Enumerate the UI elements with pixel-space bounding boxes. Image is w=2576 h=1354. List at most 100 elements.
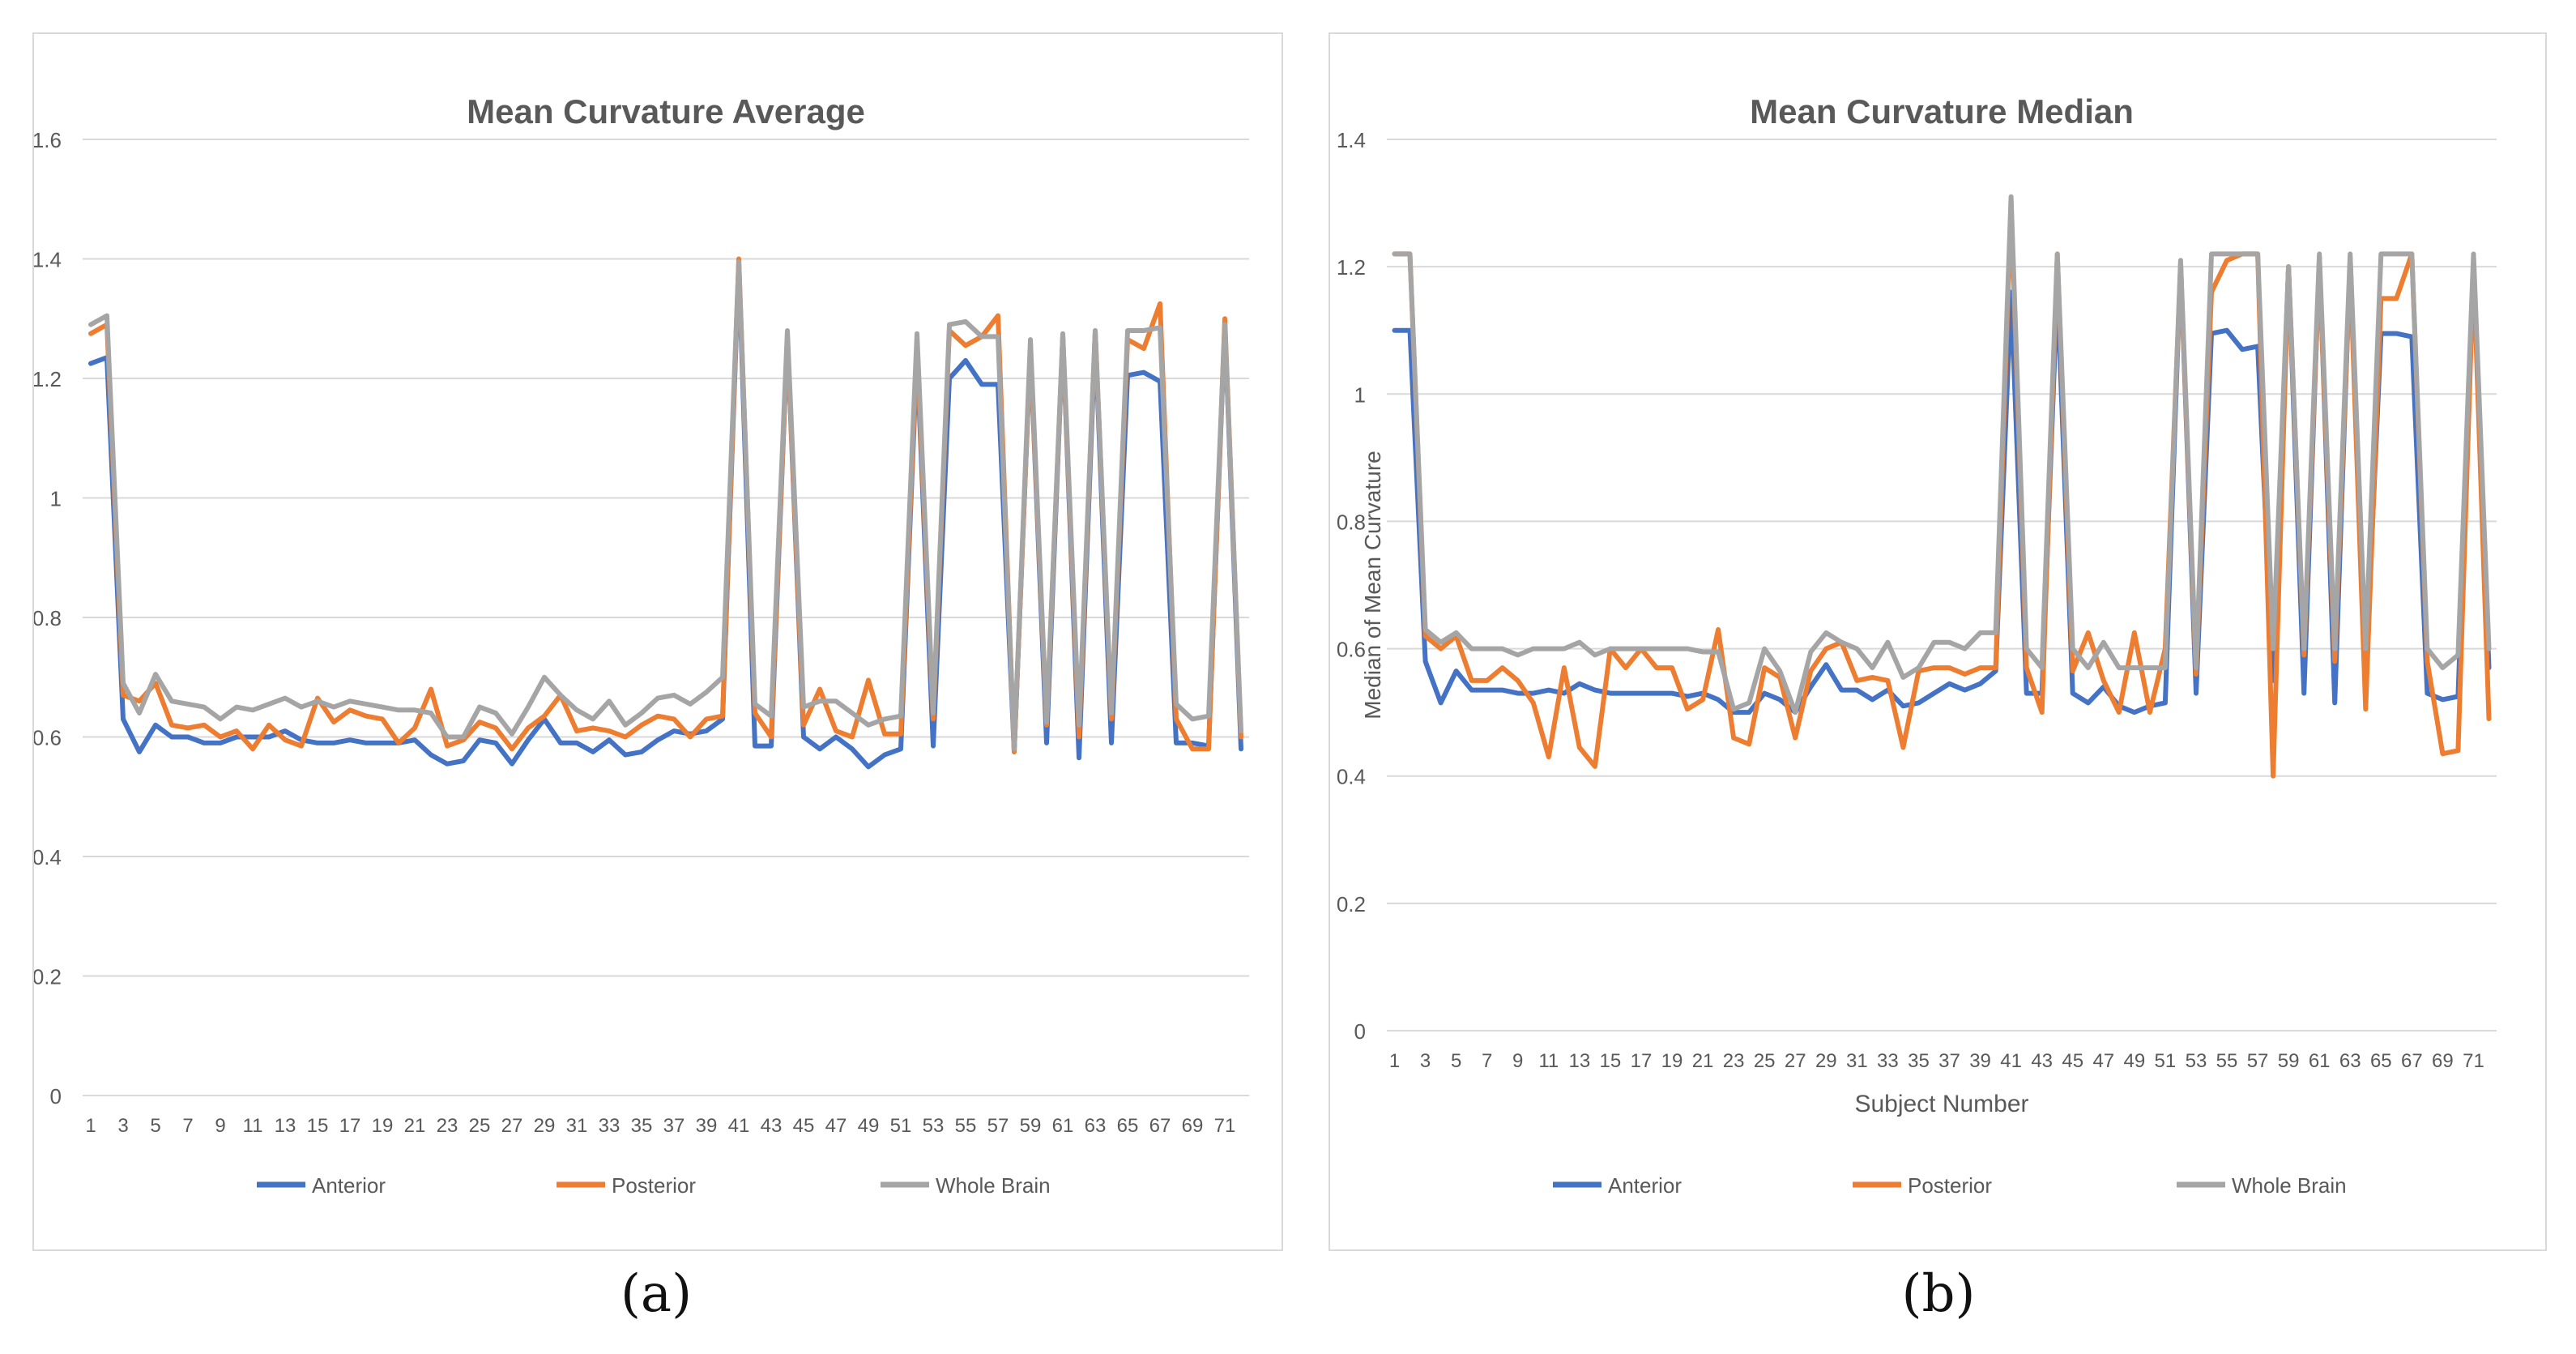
x-tick-label: 3 xyxy=(1420,1050,1431,1072)
caption-a: (a) xyxy=(620,1264,693,1324)
x-tick-label: 13 xyxy=(1568,1050,1590,1072)
x-tick-label: 51 xyxy=(2155,1050,2177,1072)
legend-label: Whole Brain xyxy=(2232,1173,2347,1198)
x-tick-label: 17 xyxy=(1631,1050,1653,1072)
x-tick-label: 37 xyxy=(663,1115,685,1137)
chart-title: Mean Curvature Average xyxy=(467,92,865,130)
x-tick-label: 15 xyxy=(307,1115,329,1137)
legend-label: Anterior xyxy=(312,1173,386,1198)
x-tick-label: 55 xyxy=(2216,1050,2238,1072)
x-tick-label: 67 xyxy=(1149,1115,1171,1137)
y-tick-label: 0.6 xyxy=(34,726,62,750)
x-tick-label: 69 xyxy=(1182,1115,1204,1137)
x-tick-label: 35 xyxy=(631,1115,653,1137)
x-tick-label: 69 xyxy=(2432,1050,2454,1072)
x-tick-label: 5 xyxy=(150,1115,160,1137)
x-tick-label: 25 xyxy=(469,1115,491,1137)
x-tick-label: 19 xyxy=(372,1115,394,1137)
x-tick-label: 31 xyxy=(1846,1050,1868,1072)
x-tick-label: 51 xyxy=(890,1115,912,1137)
x-tick-label: 67 xyxy=(2401,1050,2423,1072)
x-tick-label: 47 xyxy=(2092,1050,2114,1072)
x-tick-label: 23 xyxy=(437,1115,458,1137)
x-tick-label: 61 xyxy=(1052,1115,1074,1137)
x-tick-label: 71 xyxy=(2463,1050,2484,1072)
x-tick-label: 21 xyxy=(1692,1050,1714,1072)
x-tick-label: 59 xyxy=(1020,1115,1042,1137)
y-axis-label: Median of Mean Curvature xyxy=(1360,451,1385,720)
legend-label: Posterior xyxy=(1908,1173,1992,1198)
x-tick-label: 27 xyxy=(501,1115,523,1137)
x-tick-label: 49 xyxy=(858,1115,880,1137)
x-tick-label: 43 xyxy=(2031,1050,2053,1072)
x-tick-label: 61 xyxy=(2309,1050,2331,1072)
y-tick-label: 0 xyxy=(50,1084,62,1108)
y-tick-label: 0.8 xyxy=(34,606,62,630)
x-tick-label: 31 xyxy=(566,1115,588,1137)
x-tick-label: 27 xyxy=(1785,1050,1806,1072)
x-tick-label: 1 xyxy=(85,1115,96,1137)
x-tick-label: 41 xyxy=(728,1115,750,1137)
x-tick-label: 53 xyxy=(923,1115,945,1137)
series-line-whole-brain xyxy=(1392,194,2492,715)
x-tick-label: 29 xyxy=(534,1115,556,1137)
legend-label: Anterior xyxy=(1608,1173,1682,1198)
x-tick-label: 71 xyxy=(1214,1115,1236,1137)
legend-label: Whole Brain xyxy=(936,1173,1051,1198)
x-tick-label: 11 xyxy=(243,1115,263,1137)
x-tick-label: 63 xyxy=(1085,1115,1107,1137)
chart-panel-b: Mean Curvature Median 0 0.2 0.4 0.6 0.8 1 1.2 1.… xyxy=(1329,32,2547,1251)
y-tick-label: 0.8 xyxy=(1337,510,1366,534)
x-tick-label: 59 xyxy=(2278,1050,2300,1072)
x-tick-label: 17 xyxy=(339,1115,361,1137)
y-tick-label: 0.6 xyxy=(1337,638,1366,662)
x-tick-label: 1 xyxy=(1389,1050,1400,1072)
x-tick-label: 57 xyxy=(2247,1050,2269,1072)
x-tick-label: 35 xyxy=(1908,1050,1930,1072)
x-tick-label: 39 xyxy=(1969,1050,1991,1072)
x-tick-label: 9 xyxy=(215,1115,225,1137)
y-tick-label: 0.2 xyxy=(1337,892,1366,916)
y-tick-label: 1.6 xyxy=(34,128,62,152)
y-tick-label: 1 xyxy=(50,487,62,511)
y-tick-label: 0.4 xyxy=(34,845,62,869)
x-tick-label: 29 xyxy=(1815,1050,1837,1072)
y-tick-label: 1.2 xyxy=(34,367,62,391)
y-tick-label: 1 xyxy=(1354,382,1366,407)
x-tick-label: 21 xyxy=(404,1115,426,1137)
x-tick-label: 49 xyxy=(2123,1050,2145,1072)
y-tick-label: 0.2 xyxy=(34,965,62,989)
x-tick-label: 55 xyxy=(955,1115,977,1137)
x-tick-label: 57 xyxy=(987,1115,1009,1137)
x-tick-label: 37 xyxy=(1938,1050,1960,1072)
chart-b-svg: Mean Curvature Median 0 0.2 0.4 0.6 0.8 1 1.2 1.… xyxy=(1337,92,2497,1198)
chart-a-svg: Mean Curvature Average 0 0.2 0.4 0.6 0.8 1 1.2 1… xyxy=(32,92,1249,1198)
x-tick-label: 47 xyxy=(825,1115,847,1137)
x-tick-label: 7 xyxy=(182,1115,193,1137)
caption-b: (b) xyxy=(1901,1264,1976,1324)
x-tick-label: 65 xyxy=(1117,1115,1139,1137)
y-tick-label: 0.4 xyxy=(1337,765,1366,789)
x-tick-label: 5 xyxy=(1451,1050,1461,1072)
series-line-whole-brain xyxy=(88,259,1243,752)
x-tick-label: 41 xyxy=(2000,1050,2022,1072)
chart-panel-a: Mean Curvature Average 0 0.2 0.4 0.6 0.8 1 1.2 1… xyxy=(32,32,1283,1251)
x-tick-label: 15 xyxy=(1600,1050,1622,1072)
y-tick-label: 1.2 xyxy=(1337,255,1366,280)
x-tick-label: 11 xyxy=(1538,1050,1559,1072)
x-tick-label: 25 xyxy=(1754,1050,1776,1072)
x-tick-label: 39 xyxy=(696,1115,718,1137)
x-tick-label: 45 xyxy=(2062,1050,2083,1072)
x-tick-label: 63 xyxy=(2339,1050,2361,1072)
x-tick-label: 3 xyxy=(117,1115,128,1137)
chart-title: Mean Curvature Median xyxy=(1750,92,2134,130)
x-tick-label: 43 xyxy=(761,1115,783,1137)
x-tick-label: 65 xyxy=(2370,1050,2392,1072)
x-tick-label: 45 xyxy=(793,1115,815,1137)
x-tick-label: 7 xyxy=(1482,1050,1492,1072)
y-tick-label: 1.4 xyxy=(34,248,62,272)
y-tick-label: 0 xyxy=(1354,1019,1366,1044)
x-tick-label: 53 xyxy=(2186,1050,2207,1072)
x-tick-label: 33 xyxy=(1877,1050,1899,1072)
x-tick-label: 19 xyxy=(1661,1050,1683,1072)
